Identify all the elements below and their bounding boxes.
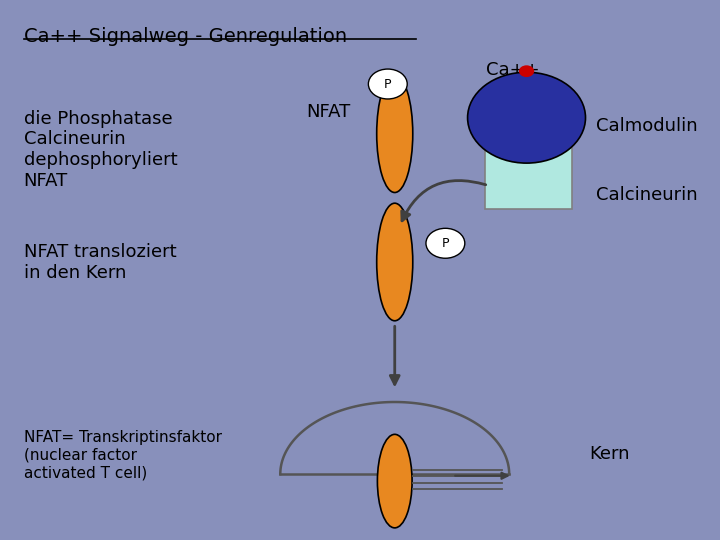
Text: Calcineurin: Calcineurin (596, 186, 698, 204)
Text: NFAT= Transkriptinsfaktor
(nuclear factor
activated T cell): NFAT= Transkriptinsfaktor (nuclear facto… (24, 430, 222, 480)
Text: die Phosphatase
Calcineurin
dephosphoryliert
NFAT: die Phosphatase Calcineurin dephosphoryl… (24, 110, 177, 190)
FancyBboxPatch shape (485, 137, 572, 208)
Text: Calmodulin: Calmodulin (596, 117, 698, 134)
Circle shape (426, 228, 465, 258)
Circle shape (467, 72, 585, 163)
Ellipse shape (377, 434, 412, 528)
Text: Kern: Kern (589, 446, 629, 463)
Text: Ca++ Signalweg - Genregulation: Ca++ Signalweg - Genregulation (24, 27, 347, 46)
Circle shape (369, 69, 408, 99)
Circle shape (519, 65, 534, 77)
Text: Ca++: Ca++ (486, 60, 539, 79)
Ellipse shape (377, 203, 413, 321)
Text: NFAT transloziert
in den Kern: NFAT transloziert in den Kern (24, 244, 176, 282)
Text: P: P (384, 78, 392, 91)
Text: NFAT: NFAT (307, 103, 351, 122)
Text: P: P (441, 237, 449, 250)
Ellipse shape (377, 75, 413, 192)
